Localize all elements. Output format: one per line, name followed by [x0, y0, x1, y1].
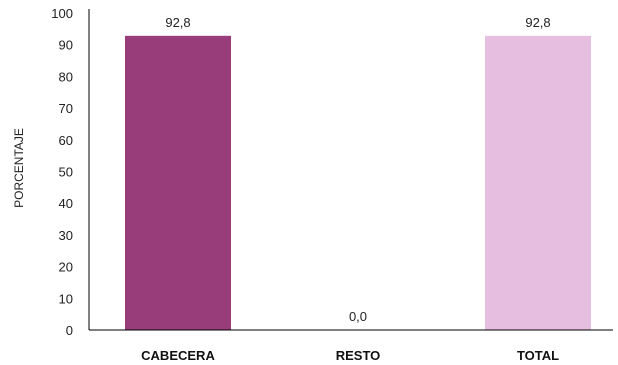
bar-total [485, 35, 591, 330]
y-tick-label: 100 [51, 6, 73, 21]
data-label-cabecera: 92,8 [165, 15, 190, 30]
y-axis-title: PORCENTAJE [12, 128, 26, 208]
y-tick-label: 40 [59, 196, 73, 211]
category-label-cabecera: CABECERA [141, 348, 215, 363]
x-axis-category-labels: CABECERA RESTO TOTAL [141, 348, 559, 363]
bar-cabecera [125, 35, 231, 330]
bars-group [125, 35, 591, 330]
y-tick-label: 20 [59, 260, 73, 275]
y-tick-label: 70 [59, 101, 73, 116]
data-labels-group: 92,8 0,0 92,8 [165, 15, 550, 324]
y-tick-label: 50 [59, 165, 73, 180]
y-tick-label: 30 [59, 228, 73, 243]
y-tick-label: 80 [59, 69, 73, 84]
y-axis-ticks: 0 10 20 30 40 50 60 70 80 90 100 [51, 6, 73, 338]
y-tick-label: 90 [59, 38, 73, 53]
y-tick-label: 10 [59, 291, 73, 306]
data-label-total: 92,8 [525, 15, 550, 30]
data-label-resto: 0,0 [349, 309, 367, 324]
category-label-total: TOTAL [517, 348, 559, 363]
category-label-resto: RESTO [336, 348, 381, 363]
y-tick-label: 60 [59, 133, 73, 148]
y-tick-label: 0 [66, 323, 73, 338]
